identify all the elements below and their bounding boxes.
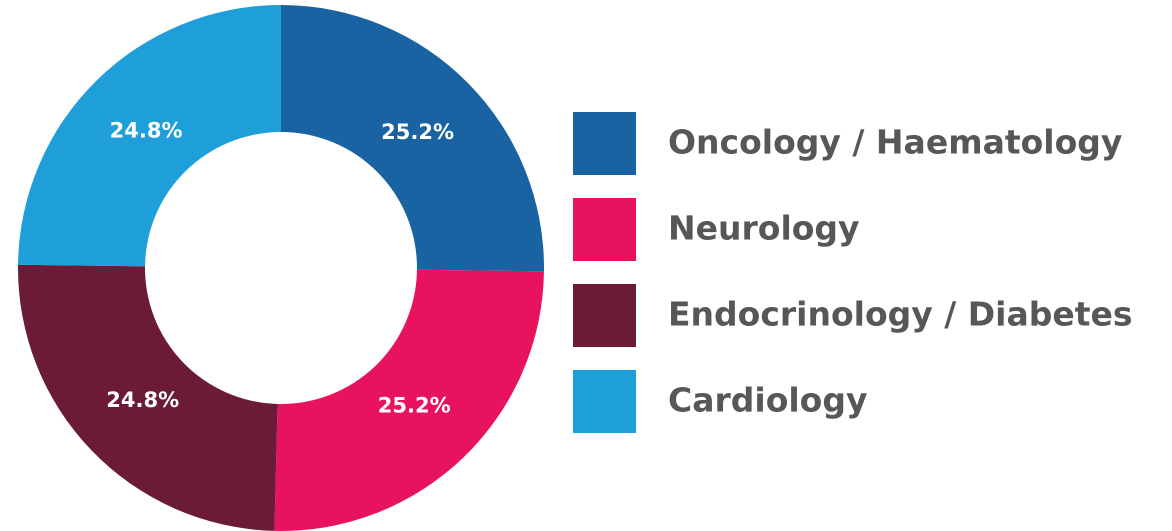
donut-slice bbox=[18, 5, 282, 267]
slice-label: 25.2% bbox=[381, 120, 454, 144]
legend-swatch bbox=[573, 284, 636, 347]
legend-label: Cardiology bbox=[668, 381, 867, 420]
slice-label: 24.8% bbox=[110, 118, 183, 142]
legend-label: Oncology / Haematology bbox=[668, 123, 1122, 162]
legend-label: Neurology bbox=[668, 209, 860, 248]
donut-slice bbox=[274, 269, 544, 531]
donut-slice bbox=[18, 264, 278, 531]
legend-swatch bbox=[573, 198, 636, 261]
slice-label: 24.8% bbox=[106, 388, 179, 412]
donut-slice bbox=[281, 5, 544, 272]
legend-swatch bbox=[573, 112, 636, 175]
slice-label: 25.2% bbox=[378, 393, 451, 417]
legend-label: Endocrinology / Diabetes bbox=[668, 295, 1133, 334]
legend-swatch bbox=[573, 370, 636, 433]
